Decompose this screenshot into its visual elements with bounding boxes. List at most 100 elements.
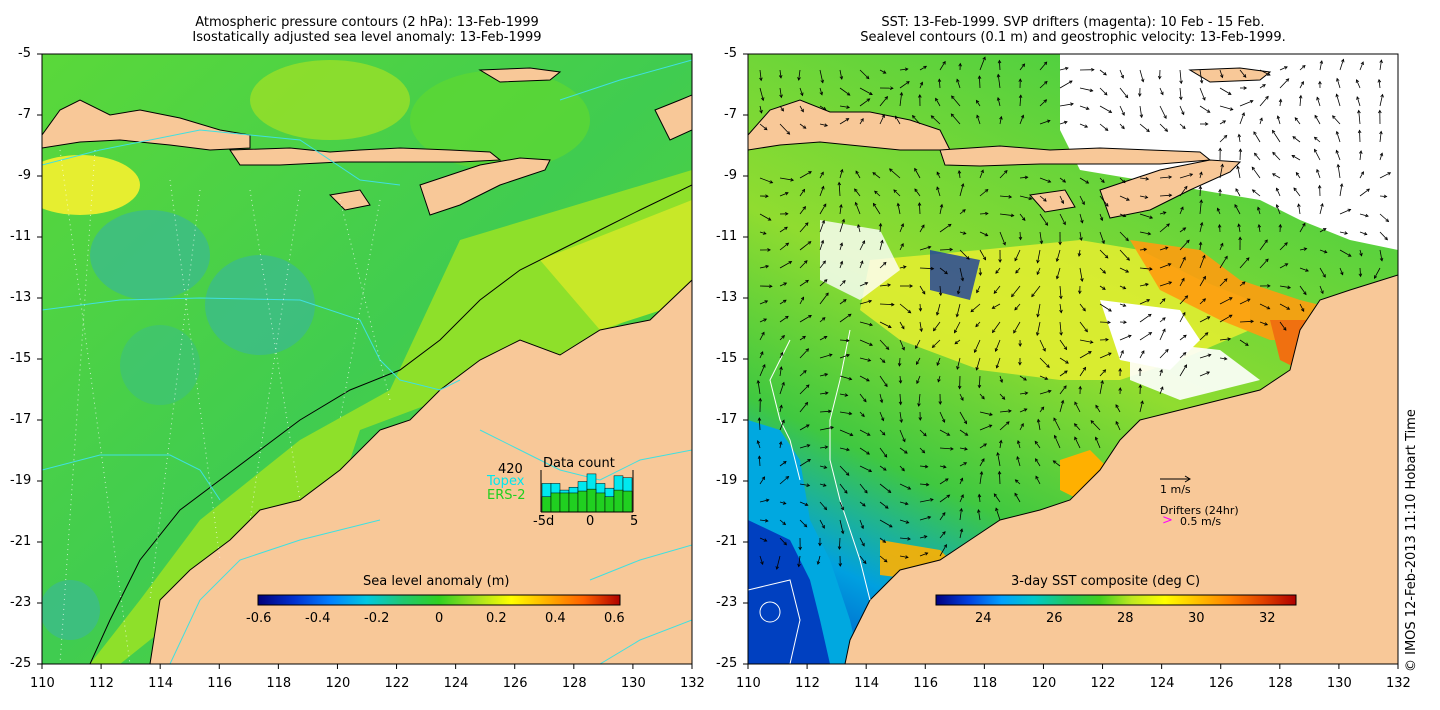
velocity-arrowhead-368 [782, 299, 787, 303]
velocity-arrowhead-329 [1224, 255, 1228, 260]
velocity-arrow-430 [915, 339, 921, 349]
velocity-arrowhead-568 [1034, 440, 1039, 445]
velocity-arrowhead-159 [1024, 175, 1029, 180]
velocity-arrow-482 [978, 375, 981, 388]
velocity-arrow-82 [1119, 105, 1125, 116]
velocity-arrowhead-163 [1101, 179, 1105, 183]
left-xtick-label-7: 124 [443, 676, 469, 691]
velocity-arrowhead-184 [874, 190, 878, 195]
velocity-arrowhead-487 [1082, 366, 1087, 371]
velocity-arrowhead-436 [1042, 347, 1046, 352]
velocity-arrowhead-45 [1018, 78, 1023, 82]
right-xtick-label-9: 128 [1267, 676, 1293, 691]
velocity-arrowhead-615 [993, 493, 998, 497]
velocity-arrowhead-101 [860, 117, 864, 122]
velocity-arrowhead-346 [922, 290, 926, 295]
velocity-arrow-466 [1139, 350, 1145, 359]
velocity-arrowhead-282 [927, 245, 932, 250]
velocity-arrowhead-541 [881, 431, 886, 436]
velocity-arrowhead-256 [1039, 240, 1044, 245]
right-title-line1: SST: 13-Feb-1999. SVP drifters (magenta)… [881, 15, 1265, 30]
velocity-arrow-155 [936, 172, 941, 179]
velocity-arrowhead-642 [775, 566, 779, 570]
velocity-arrow-471 [759, 364, 766, 377]
velocity-arrowhead-70 [884, 96, 889, 100]
velocity-arrow-37 [859, 87, 873, 95]
velocity-arrow-142 [1314, 149, 1321, 161]
velocity-arrowhead-630 [763, 538, 768, 542]
velocity-arrow-517 [799, 402, 808, 413]
velocity-arrowhead-519 [848, 411, 853, 416]
velocity-arrowhead-491 [1159, 369, 1163, 373]
velocity-arrow-348 [957, 285, 961, 294]
velocity-arrow-144 [1359, 150, 1362, 161]
data-count-xtick-2: 5 [630, 514, 639, 529]
velocity-arrow-425 [819, 336, 827, 341]
velocity-arrowhead-285 [982, 256, 987, 261]
velocity-arrowhead-37 [869, 91, 873, 95]
velocity-arrow-376 [936, 303, 941, 316]
velocity-arrowhead-489 [1118, 367, 1122, 372]
left-xtick-label-5: 120 [325, 676, 351, 691]
velocity-arrowhead-92 [1316, 96, 1320, 101]
velocity-arrow-235 [1257, 207, 1261, 215]
velocity-arrow-452 [859, 357, 871, 361]
velocity-arrow-42 [956, 79, 961, 89]
velocity-arrow-256 [1039, 231, 1043, 244]
velocity-arrowhead-378 [970, 308, 975, 313]
velocity-arrowhead-539 [849, 432, 854, 437]
velocity-arrow-380 [1014, 303, 1021, 311]
ers2-bar-7 [604, 496, 615, 513]
left-sea-shelf-yellow [540, 200, 692, 330]
velocity-arrow-277 [819, 240, 824, 251]
velocity-arrowhead-182 [837, 181, 842, 186]
velocity-arrow-617 [759, 519, 768, 522]
velocity-arrowhead-35 [819, 91, 823, 96]
velocity-arrow-526 [979, 411, 993, 416]
velocity-arrow-32 [759, 87, 764, 101]
velocity-arrowhead-486 [1064, 370, 1068, 374]
velocity-arrow-359 [1179, 278, 1185, 287]
velocity-arrowhead-390 [1228, 297, 1233, 301]
left-xtick-label-1: 112 [89, 676, 114, 691]
velocity-arrow-505 [979, 393, 985, 400]
velocity-arrow-350 [993, 285, 1001, 294]
velocity-arrow-228 [1119, 213, 1126, 217]
velocity-arrow-226 [1079, 213, 1083, 223]
velocity-arrowhead-593 [864, 489, 868, 494]
velocity-arrowhead-225 [1062, 221, 1066, 226]
velocity-arrowhead-337 [1374, 275, 1378, 280]
velocity-arrow-393 [1279, 303, 1290, 310]
velocity-arrowhead-217 [896, 202, 901, 207]
velocity-arrowhead-643 [797, 563, 801, 568]
velocity-arrow-229 [1139, 213, 1153, 219]
velocity-arrowhead-137 [1218, 147, 1222, 152]
left-title-line1: Atmospheric pressure contours (2 hPa): 1… [195, 15, 539, 30]
velocity-arrow-84 [1159, 105, 1167, 119]
velocity-arrowhead-327 [1182, 256, 1186, 261]
velocity-arrowhead-31 [1379, 59, 1383, 64]
velocity-arrowhead-110 [1046, 119, 1051, 123]
velocity-arrowhead-236 [1275, 204, 1280, 208]
velocity-arrowhead-214 [839, 203, 843, 208]
velocity-arrow-420 [1259, 321, 1268, 326]
velocity-arrow-583 [979, 458, 985, 467]
velocity-arrow-77 [1019, 95, 1022, 107]
velocity-arrowhead-34 [800, 92, 804, 97]
velocity-arrow-554 [757, 440, 761, 449]
velocity-arrowhead-523 [918, 417, 923, 421]
velocity-arrowhead-604 [782, 501, 787, 505]
velocity-arrow-200 [1199, 186, 1201, 197]
right-xtick-label-1: 112 [795, 676, 820, 691]
right-land-sumba [1029, 189, 1076, 213]
velocity-arrow-557 [819, 446, 828, 449]
velocity-arrow-581 [939, 465, 946, 468]
velocity-arrowhead-259 [1101, 240, 1105, 245]
velocity-arrowhead-623 [889, 524, 893, 528]
left-land-east-island [654, 94, 692, 141]
velocity-arrowhead-354 [1078, 290, 1082, 295]
velocity-arrow-458 [976, 357, 981, 371]
velocity-arrowhead-502 [917, 403, 921, 407]
velocity-arrowhead-601 [1014, 479, 1019, 483]
velocity-arrowhead-352 [1031, 293, 1035, 298]
